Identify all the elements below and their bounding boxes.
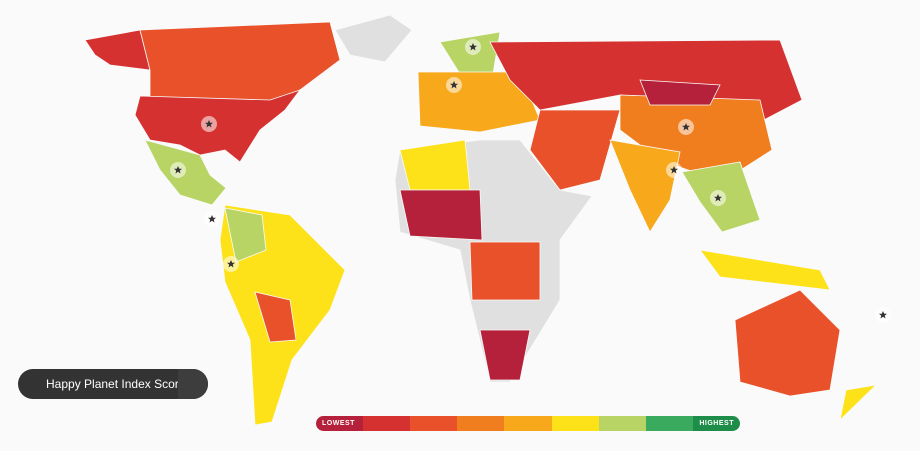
- star-marker[interactable]: [666, 162, 682, 178]
- greenland: [334, 14, 413, 63]
- mongolia: [639, 79, 721, 106]
- star-marker[interactable]: [204, 211, 220, 227]
- legend-label: LOWEST: [322, 420, 355, 427]
- score-button[interactable]: Happy Planet Index Score: [18, 369, 208, 399]
- legend-swatch: HIGHEST: [692, 416, 740, 431]
- legend-swatch: [504, 416, 552, 431]
- legend-swatch: [457, 416, 505, 431]
- south-africa: [479, 329, 531, 381]
- australia: [734, 289, 841, 397]
- usa: [134, 89, 302, 163]
- west-africa: [399, 189, 483, 241]
- legend-swatch: [598, 416, 646, 431]
- alaska: [84, 29, 151, 71]
- legend-label: HIGHEST: [699, 420, 734, 427]
- india: [609, 139, 681, 233]
- star-marker[interactable]: [875, 307, 891, 323]
- star-marker[interactable]: [223, 256, 239, 272]
- indonesia: [699, 249, 831, 291]
- star-marker[interactable]: [201, 116, 217, 132]
- algeria: [399, 139, 471, 191]
- star-marker[interactable]: [170, 162, 186, 178]
- bolivia: [254, 291, 297, 343]
- legend-swatch: [645, 416, 693, 431]
- new-zealand: [839, 384, 878, 422]
- star-marker[interactable]: [678, 119, 694, 135]
- star-marker[interactable]: [446, 77, 462, 93]
- middle-east: [529, 109, 621, 191]
- legend-swatch: [551, 416, 599, 431]
- star-marker[interactable]: [710, 190, 726, 206]
- legend-swatch: [410, 416, 458, 431]
- legend-swatch: LOWEST: [316, 416, 364, 431]
- colombia: [224, 207, 267, 263]
- countries: [84, 14, 878, 426]
- star-marker[interactable]: [465, 39, 481, 55]
- color-legend: LOWEST HIGHEST: [316, 416, 740, 431]
- legend-swatch: [363, 416, 411, 431]
- central-africa: [469, 241, 541, 301]
